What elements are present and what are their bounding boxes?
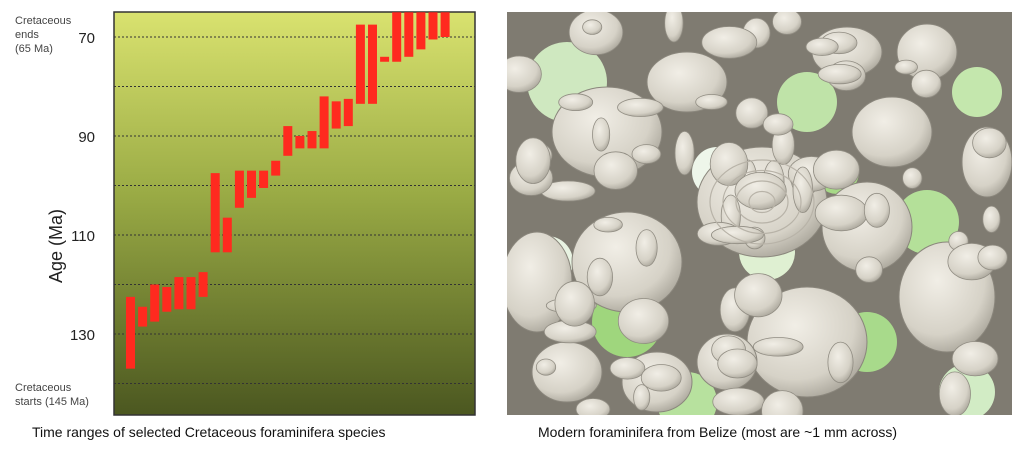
range-bar xyxy=(283,126,293,156)
range-bar xyxy=(295,136,305,149)
y-tick-label: 70 xyxy=(78,30,95,47)
range-bar xyxy=(392,12,402,62)
range-bar xyxy=(331,101,341,129)
range-bar xyxy=(343,98,353,127)
range-bar xyxy=(368,24,377,104)
range-bar xyxy=(271,160,281,176)
range-bar xyxy=(150,284,160,322)
note-line: Cretaceous xyxy=(15,382,72,394)
y-tick-label: 90 xyxy=(78,129,95,146)
range-bar xyxy=(234,170,244,208)
note-line: starts (145 Ma) xyxy=(15,396,89,408)
cretaceous-foraminifera-chart: 70 90 110 130 Age (Ma) xyxy=(46,11,476,416)
note-line: (65 Ma) xyxy=(15,43,53,55)
y-tick-label: 130 xyxy=(70,327,95,344)
range-bar xyxy=(138,306,148,327)
left-caption: Time ranges of selected Cretaceous foram… xyxy=(32,424,386,440)
range-bar xyxy=(222,217,232,253)
range-bars xyxy=(126,12,450,369)
range-bar xyxy=(247,170,256,198)
range-bar xyxy=(380,56,390,62)
range-bar xyxy=(416,12,426,50)
range-bar xyxy=(428,12,438,40)
foraminifera-photo xyxy=(507,12,1012,415)
range-bar xyxy=(319,96,329,149)
note-line: Cretaceous xyxy=(15,15,72,27)
y-ticks: 70 90 110 130 xyxy=(70,30,95,344)
note-line: ends xyxy=(15,29,39,41)
cretaceous-ends-note: Cretaceous ends (65 Ma) xyxy=(15,14,71,56)
range-bar xyxy=(198,272,208,297)
range-bar xyxy=(174,277,184,310)
range-bar xyxy=(126,296,135,369)
range-bar xyxy=(404,12,414,57)
grid-lines xyxy=(114,36,475,384)
range-bar xyxy=(307,131,317,149)
y-axis-label: Age (Ma) xyxy=(46,209,66,283)
y-tick-label: 110 xyxy=(71,228,95,245)
plot-area xyxy=(113,11,476,416)
range-bar xyxy=(440,12,450,37)
range-bar xyxy=(162,286,172,312)
range-bar xyxy=(210,173,220,253)
cretaceous-starts-note: Cretaceous starts (145 Ma) xyxy=(15,381,89,409)
range-bar xyxy=(259,170,269,188)
range-bar xyxy=(186,277,196,310)
range-bar xyxy=(355,24,365,104)
right-caption: Modern foraminifera from Belize (most ar… xyxy=(538,424,898,440)
